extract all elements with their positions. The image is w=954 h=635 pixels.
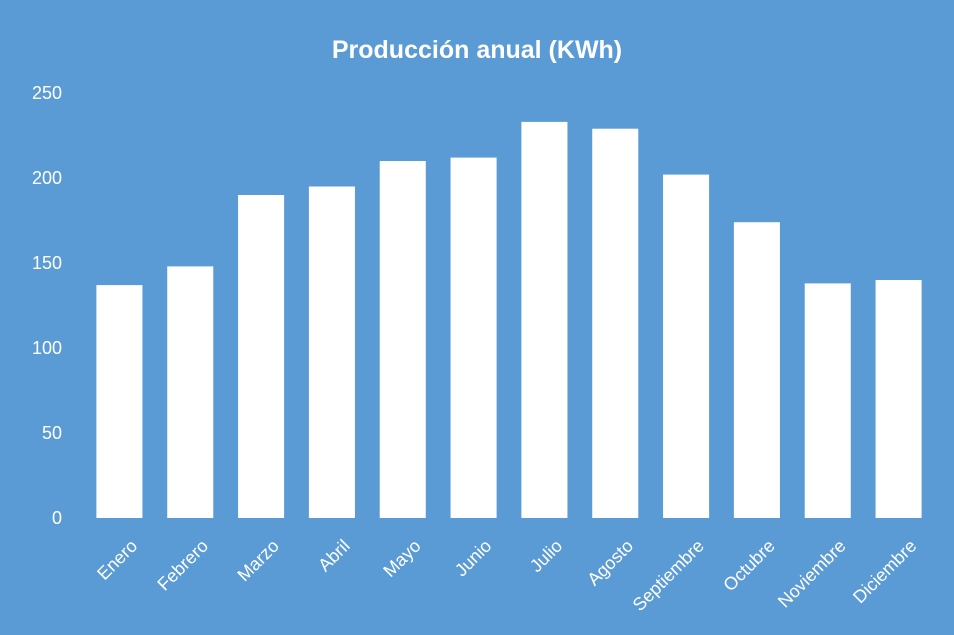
y-tick-label: 100 — [32, 338, 62, 358]
x-tick-label: Abril — [314, 536, 354, 576]
bar-julio — [521, 121, 568, 519]
bar-mayo — [379, 161, 426, 518]
y-tick-label: 250 — [32, 83, 62, 103]
x-tick-label: Mayo — [379, 536, 424, 581]
bar-junio — [450, 157, 497, 518]
x-tick-label: Febrero — [153, 536, 212, 595]
bar-noviembre — [804, 283, 851, 518]
x-tick-label: Enero — [93, 536, 141, 584]
x-axis: Enero Febrero Marzo Abril Mayo Junio Julio Agos… — [93, 536, 920, 615]
y-tick-label: 0 — [52, 508, 62, 528]
bar-agosto — [592, 128, 639, 518]
x-tick-label: Julio — [526, 536, 566, 576]
x-tick-label: Agosto — [583, 536, 637, 590]
bar-marzo — [238, 195, 285, 518]
bar-enero — [96, 285, 143, 518]
chart-title: Producción anual (KWh) — [332, 36, 622, 64]
x-tick-label: Diciembre — [849, 536, 920, 607]
x-tick-label: Noviembre — [774, 536, 850, 612]
bar-octubre — [733, 222, 780, 518]
y-tick-label: 50 — [42, 423, 62, 443]
y-axis: 0 50 100 150 200 250 — [32, 83, 62, 528]
x-tick-label: Junio — [451, 536, 496, 581]
x-tick-label: Septiembre — [629, 536, 708, 615]
y-tick-label: 200 — [32, 168, 62, 188]
x-tick-label: Marzo — [233, 536, 283, 586]
y-tick-label: 150 — [32, 253, 62, 273]
bar-diciembre — [875, 280, 922, 518]
bar-abril — [308, 186, 355, 518]
bar-febrero — [167, 266, 214, 518]
bars-group — [96, 121, 922, 519]
x-tick-label: Octubre — [719, 536, 778, 595]
bar-septiembre — [663, 174, 710, 518]
